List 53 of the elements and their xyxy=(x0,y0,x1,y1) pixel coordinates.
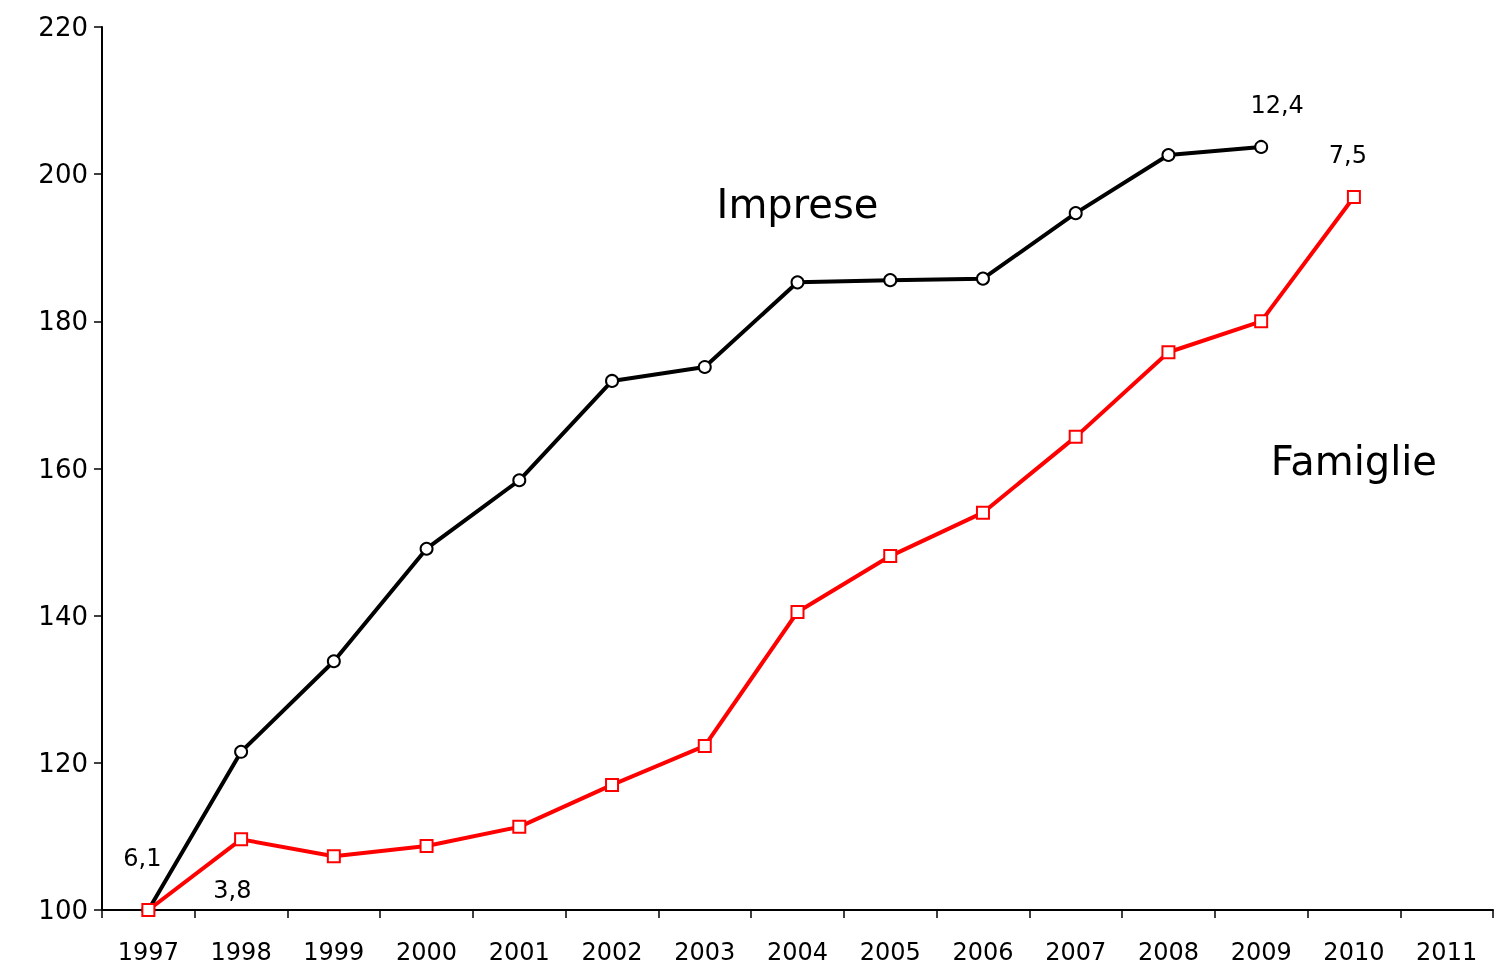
x-tick-label: 1999 xyxy=(303,938,365,966)
x-tick-label: 2009 xyxy=(1230,938,1292,966)
point xyxy=(697,738,712,753)
point xyxy=(1254,139,1269,154)
point xyxy=(512,473,527,488)
point xyxy=(975,505,990,520)
point xyxy=(605,777,620,792)
y-tick-label: 180 xyxy=(38,306,88,337)
x-tick-label: 2001 xyxy=(488,938,550,966)
y-tick-label: 140 xyxy=(38,600,88,631)
point xyxy=(790,604,805,619)
point xyxy=(1161,345,1176,360)
point xyxy=(326,849,341,864)
x-tick-label: 2003 xyxy=(674,938,736,966)
x-tick-label: 2007 xyxy=(1045,938,1107,966)
point xyxy=(512,819,527,834)
y-tick-label: 100 xyxy=(38,895,88,925)
point xyxy=(419,838,434,853)
x-tick-label: 2000 xyxy=(396,938,458,966)
x-tick-label: 2004 xyxy=(766,938,829,966)
annotation: 7,5 xyxy=(1328,140,1367,169)
x-tick-label: 1998 xyxy=(210,938,272,966)
y-tick-label: 160 xyxy=(38,453,88,484)
point xyxy=(1068,429,1083,444)
x-tick-label: 2008 xyxy=(1137,938,1199,966)
point xyxy=(883,549,898,564)
x-tick-label: 2006 xyxy=(952,938,1014,966)
point xyxy=(975,271,990,286)
point xyxy=(419,541,434,556)
text: Famiglie xyxy=(1270,438,1437,485)
point xyxy=(883,273,898,288)
point xyxy=(790,275,805,290)
point xyxy=(234,832,249,847)
point xyxy=(326,654,341,669)
x-tick-label: 1997 xyxy=(117,938,179,966)
x-tick-label: 2005 xyxy=(859,938,921,966)
point xyxy=(1254,314,1269,329)
annotation: 3,8 xyxy=(213,876,252,904)
x-tick-label: 2011 xyxy=(1416,938,1478,966)
point xyxy=(605,373,620,388)
point xyxy=(1346,189,1361,204)
point xyxy=(1161,148,1176,163)
x-tick-label: 2010 xyxy=(1323,938,1385,966)
annotation: 6,1 xyxy=(123,844,162,872)
series-label: Imprese xyxy=(716,180,879,227)
y-tick-label: 200 xyxy=(38,159,88,190)
x-tick-label: 2002 xyxy=(581,938,643,966)
point xyxy=(697,359,712,374)
point xyxy=(1068,206,1083,221)
annotation: 12,4 xyxy=(1250,90,1304,119)
point xyxy=(234,744,249,759)
y-tick-label: 220 xyxy=(38,12,88,42)
y-tick-label: 120 xyxy=(38,747,88,778)
